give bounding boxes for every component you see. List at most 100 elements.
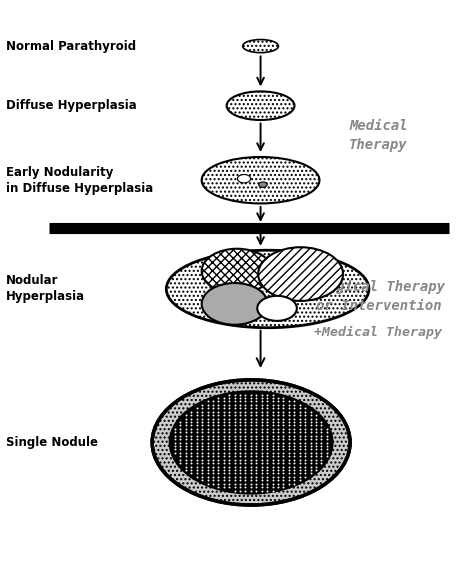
Point <box>182 465 190 475</box>
Point <box>182 435 190 444</box>
Point <box>280 455 287 464</box>
Point <box>204 438 211 447</box>
Point <box>242 442 249 451</box>
Point <box>215 442 222 451</box>
Point <box>204 435 211 444</box>
Point <box>307 465 314 475</box>
Point <box>301 435 309 444</box>
Point <box>269 438 276 447</box>
Point <box>307 455 314 464</box>
Point <box>236 431 244 440</box>
Point <box>247 462 255 471</box>
Point <box>215 407 222 417</box>
Point <box>258 455 265 464</box>
Point <box>204 424 211 434</box>
Point <box>204 452 211 461</box>
Point <box>269 421 276 430</box>
Point <box>291 428 298 437</box>
Point <box>226 455 233 464</box>
Point <box>323 438 330 447</box>
Point <box>220 418 228 427</box>
Point <box>220 465 228 475</box>
Point <box>301 465 309 475</box>
Point <box>204 472 211 481</box>
Point <box>307 442 314 451</box>
Point <box>301 431 309 440</box>
Point <box>307 421 314 430</box>
Point <box>285 452 292 461</box>
Point <box>285 401 292 410</box>
Point <box>291 465 298 475</box>
Point <box>274 442 282 451</box>
Point <box>312 428 320 437</box>
Point <box>301 455 309 464</box>
Point <box>242 459 249 468</box>
Point <box>188 459 195 468</box>
Point <box>236 452 244 461</box>
Point <box>258 448 265 457</box>
Point <box>182 462 190 471</box>
Point <box>269 404 276 413</box>
Point <box>220 414 228 423</box>
Point <box>171 438 179 447</box>
Point <box>280 472 287 481</box>
Point <box>258 483 265 492</box>
Point <box>253 486 260 495</box>
Point <box>242 455 249 464</box>
Point <box>209 442 217 451</box>
Point <box>171 442 179 451</box>
Point <box>291 424 298 434</box>
Circle shape <box>201 249 273 294</box>
Point <box>220 469 228 478</box>
Point <box>291 448 298 457</box>
Point <box>274 469 282 478</box>
Point <box>258 404 265 413</box>
Point <box>301 459 309 468</box>
Point <box>274 445 282 454</box>
Point <box>258 476 265 485</box>
Point <box>285 418 292 427</box>
Point <box>215 421 222 430</box>
Point <box>307 452 314 461</box>
Point <box>236 421 244 430</box>
Point <box>301 407 309 417</box>
Point <box>242 486 249 495</box>
Point <box>253 390 260 399</box>
Point <box>258 390 265 399</box>
Point <box>247 401 255 410</box>
Point <box>236 407 244 417</box>
Point <box>231 472 238 481</box>
Point <box>301 421 309 430</box>
Point <box>193 438 201 447</box>
Point <box>204 428 211 437</box>
Point <box>215 448 222 457</box>
Point <box>253 479 260 488</box>
Point <box>177 445 184 454</box>
Point <box>220 407 228 417</box>
Point <box>301 428 309 437</box>
Point <box>198 476 206 485</box>
Point <box>198 411 206 420</box>
Point <box>242 407 249 417</box>
Point <box>323 435 330 444</box>
Point <box>209 479 217 488</box>
Point <box>258 435 265 444</box>
Point <box>193 407 201 417</box>
Point <box>274 465 282 475</box>
Point <box>198 407 206 417</box>
Point <box>193 442 201 451</box>
Point <box>253 462 260 471</box>
Point <box>291 459 298 468</box>
Point <box>215 435 222 444</box>
Point <box>177 435 184 444</box>
Point <box>280 424 287 434</box>
Point <box>209 469 217 478</box>
Point <box>193 459 201 468</box>
Point <box>247 407 255 417</box>
Point <box>312 452 320 461</box>
Point <box>274 462 282 471</box>
Point <box>188 469 195 478</box>
Point <box>274 428 282 437</box>
Point <box>253 404 260 413</box>
Point <box>226 476 233 485</box>
